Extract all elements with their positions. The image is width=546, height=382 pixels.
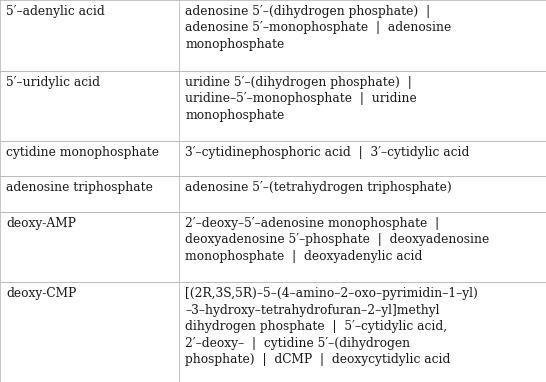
Text: cytidine monophosphate: cytidine monophosphate xyxy=(6,146,159,159)
Text: deoxy-CMP: deoxy-CMP xyxy=(6,287,76,300)
Text: deoxy-AMP: deoxy-AMP xyxy=(6,217,76,230)
Text: 2′–deoxy–5′–adenosine monophosphate  |
deoxyadenosine 5′–phosphate  |  deoxyaden: 2′–deoxy–5′–adenosine monophosphate | de… xyxy=(185,217,489,263)
Text: 3′–cytidinephosphoric acid  |  3′–cytidylic acid: 3′–cytidinephosphoric acid | 3′–cytidyli… xyxy=(185,146,470,159)
Text: uridine 5′–(dihydrogen phosphate)  |
uridine–5′–monophosphate  |  uridine
monoph: uridine 5′–(dihydrogen phosphate) | urid… xyxy=(185,76,417,121)
Text: adenosine 5′–(dihydrogen phosphate)  |
adenosine 5′–monophosphate  |  adenosine
: adenosine 5′–(dihydrogen phosphate) | ad… xyxy=(185,5,452,51)
Text: adenosine triphosphate: adenosine triphosphate xyxy=(6,181,153,194)
Text: 5′–uridylic acid: 5′–uridylic acid xyxy=(6,76,100,89)
Text: 5′–adenylic acid: 5′–adenylic acid xyxy=(6,5,105,18)
Text: [(2R,3S,5R)–5–(4–amino–2–oxo–pyrimidin–1–yl)
–3–hydroxy–tetrahydrofuran–2–yl]met: [(2R,3S,5R)–5–(4–amino–2–oxo–pyrimidin–1… xyxy=(185,287,478,366)
Text: adenosine 5′–(tetrahydrogen triphosphate): adenosine 5′–(tetrahydrogen triphosphate… xyxy=(185,181,452,194)
